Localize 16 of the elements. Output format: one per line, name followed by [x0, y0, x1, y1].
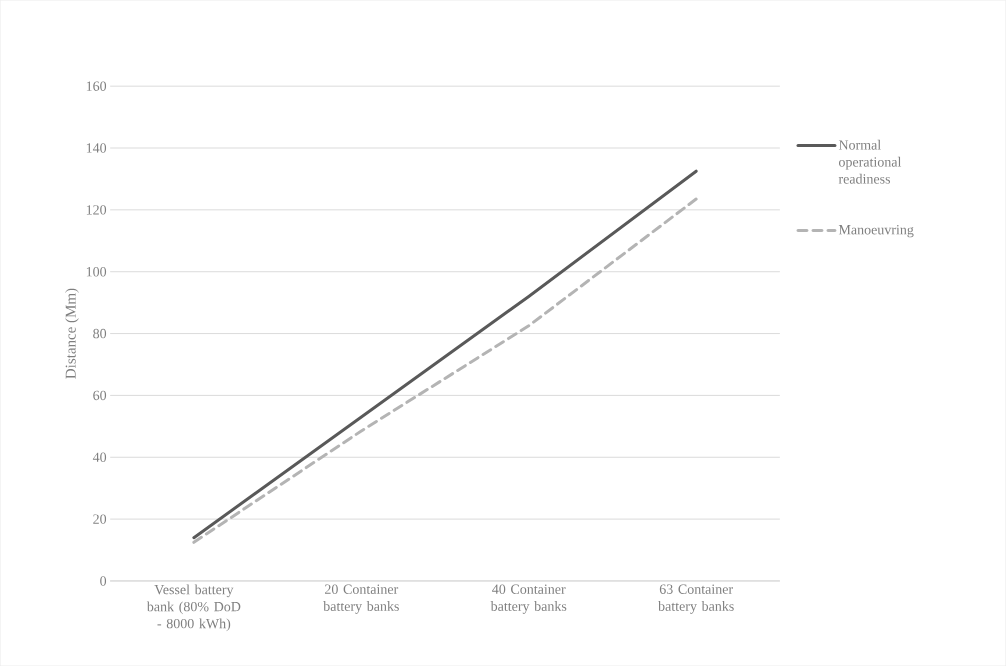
y-tick-label: 40	[92, 452, 107, 462]
y-tick-label: 100	[86, 266, 107, 277]
x-tick-label: 40 Container battery banks	[490, 584, 567, 614]
x-tick-label: Vessel battery bank (80% DoD - 8000 kWh)	[146, 584, 241, 632]
x-tick-label: 63 Container battery banks	[658, 584, 734, 614]
y-tick-label: 60	[93, 390, 107, 401]
y-tick-label: 120	[86, 205, 107, 215]
y-tick-label: 160	[86, 81, 107, 91]
y-tick-label: 0	[100, 576, 107, 586]
legend-label: Manoeuvring	[838, 224, 914, 238]
y-tick-label: 20	[93, 514, 107, 524]
y-tick-label: 140	[86, 143, 107, 153]
y-tick-label: 80	[93, 328, 107, 339]
x-tick-label: 20 Container battery banks	[323, 584, 399, 614]
legend-label: Normal operational readiness	[838, 139, 902, 184]
y-axis-title: Distance (Mm)	[65, 288, 79, 379]
